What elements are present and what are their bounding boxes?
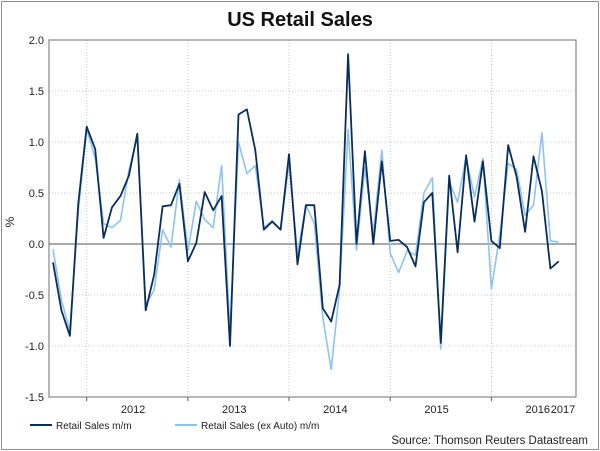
y-tick-label: 1.5 bbox=[29, 86, 44, 98]
series-lines bbox=[52, 53, 560, 371]
x-tick-label: 2013 bbox=[222, 404, 246, 416]
y-tick-label: 2.0 bbox=[29, 35, 44, 47]
x-tick-labels: 2012 2013 2014 2015 2016 2017 bbox=[121, 404, 575, 416]
y-tick-label: -1.5 bbox=[25, 392, 44, 404]
x-tick-label: 2014 bbox=[323, 404, 347, 416]
y-tick-label: -1.0 bbox=[25, 341, 44, 353]
plot-border bbox=[48, 39, 577, 398]
source-note: Source: Thomson Reuters Datastream bbox=[391, 435, 588, 447]
y-tick-label: -0.5 bbox=[25, 290, 44, 302]
x-tick-label: 2012 bbox=[121, 404, 145, 416]
y-tick-labels: 2.0 1.5 1.0 0.5 0.0 -0.5 -1.0 -1.5 bbox=[25, 35, 44, 404]
y-axis-label: % bbox=[3, 216, 17, 227]
y-tick-label: 0.5 bbox=[29, 188, 44, 200]
y-tick-label: 1.0 bbox=[29, 137, 44, 149]
y-tick-label: 0.0 bbox=[29, 239, 44, 251]
x-tick-label: 2017 bbox=[551, 404, 575, 416]
x-tick-label: 2016 bbox=[525, 404, 549, 416]
x-tick-label: 2015 bbox=[424, 404, 448, 416]
chart-title: US Retail Sales bbox=[227, 9, 373, 31]
series-line-retail-sales bbox=[52, 53, 560, 347]
legend-label-retail-sales-ex-auto: Retail Sales (ex Auto) m/m bbox=[201, 421, 319, 432]
legend-label-retail-sales: Retail Sales m/m bbox=[56, 421, 132, 432]
